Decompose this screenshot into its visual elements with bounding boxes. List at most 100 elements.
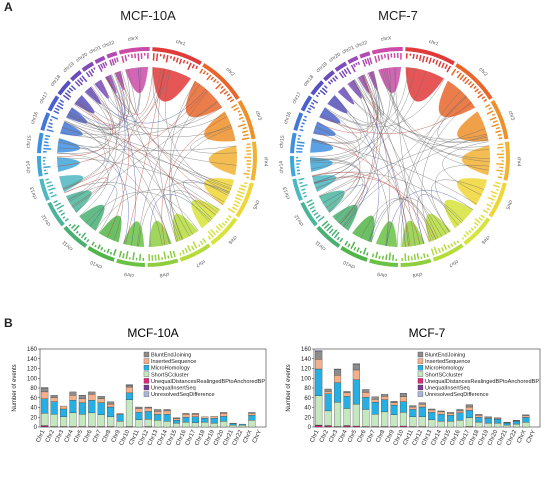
track-bar (45, 178, 49, 181)
intra-link (57, 137, 81, 153)
bar-segment (69, 400, 77, 414)
track-bar (435, 59, 439, 65)
track-bar (364, 58, 368, 65)
track-bar (366, 252, 369, 256)
bar-segment (522, 414, 530, 416)
intra-link (351, 215, 375, 243)
chromosome-label: chr21 (341, 45, 355, 56)
bar-segment (125, 399, 133, 427)
chromosome-label: chr8 (412, 271, 423, 278)
legend-label: MicroHomology (425, 366, 464, 372)
track-bar (215, 225, 222, 232)
track-bar (220, 85, 224, 89)
track-bar (378, 255, 381, 260)
inter-link (329, 73, 378, 124)
track-bar (165, 54, 169, 63)
track-bar (56, 204, 65, 210)
bar-chart-mcf7: MCF-7 0 20 40 60 80 100 120 140 160 Number of even… (286, 326, 541, 447)
bar-segment (88, 412, 96, 427)
track-bar (198, 244, 201, 247)
track-bar (495, 130, 501, 134)
chromosome-rim (310, 80, 325, 96)
x-tick-label: Chr8 (375, 429, 386, 444)
track-bar (225, 217, 230, 222)
intra-link (310, 137, 334, 153)
intra-link (57, 157, 80, 173)
intra-link (98, 215, 122, 243)
track-bar (496, 163, 504, 166)
track-bar (64, 218, 69, 222)
bar-segment (494, 422, 502, 428)
inter-link (157, 68, 177, 243)
bar-segment (220, 412, 228, 414)
track-bar (206, 74, 212, 81)
inter-link (64, 181, 171, 244)
track-bar (224, 220, 228, 224)
chromosome-rim (70, 70, 82, 82)
track-bar (467, 80, 473, 86)
track-bar (49, 118, 53, 122)
intra-link (456, 111, 489, 142)
bar-segment (437, 414, 445, 422)
inter-link (62, 121, 106, 190)
track-bar (423, 253, 426, 259)
inter-link (67, 114, 237, 166)
bar-segment (475, 417, 483, 423)
legend-label: UnequalDistancesRealingedBPtoAnchoredBP (151, 379, 265, 385)
track-bar (470, 227, 475, 232)
track-bar (54, 107, 60, 111)
track-bar (346, 67, 352, 75)
chromosome-label: chr7 (447, 258, 459, 268)
track-bar (332, 77, 337, 82)
inter-link (58, 139, 129, 245)
legend-swatch (417, 384, 424, 391)
track-bar (235, 193, 244, 198)
x-tick-label: ChrX (242, 429, 253, 444)
bar-segment (173, 422, 181, 428)
intra-link (152, 67, 192, 102)
track-bar (387, 53, 390, 60)
legend-label: UnequalDistancesRealingedBPtoAnchoredBP (425, 379, 539, 385)
chart-title: MCF-7 (409, 326, 446, 340)
inter-link (344, 71, 382, 229)
bar-segment (69, 395, 77, 401)
track-bar (231, 206, 238, 211)
inter-link (61, 69, 169, 136)
y-axis-label: Number of events (286, 364, 292, 411)
track-bar (162, 54, 166, 59)
track-bar (47, 125, 53, 129)
y-tick-label: 80 (304, 386, 311, 392)
bar-segment (465, 410, 473, 418)
bar-segment (447, 415, 455, 422)
inter-link (435, 164, 490, 226)
track-bar (468, 229, 472, 234)
track-bar (88, 70, 94, 77)
track-bar (483, 98, 488, 103)
legend-box (141, 351, 264, 400)
track-bar (122, 253, 125, 259)
track-bar (341, 70, 347, 78)
track-bar (321, 87, 328, 93)
y-tick-label: 160 (301, 347, 312, 353)
track-bar (125, 251, 129, 260)
track-bar (103, 249, 106, 253)
x-tick-label: ChrX (516, 429, 527, 444)
inter-link (170, 81, 196, 235)
inter-link (311, 139, 421, 245)
track-bar (199, 68, 204, 74)
bar-segment (135, 419, 143, 428)
chromosome-label: chr22 (102, 40, 116, 50)
track-bar (157, 254, 160, 261)
bar-segment (144, 406, 152, 409)
chromosome-rim (463, 217, 491, 246)
track-bar (350, 64, 356, 73)
track-bar (312, 99, 319, 104)
track-bar (221, 222, 226, 227)
bar-segment (456, 409, 464, 412)
track-bar (463, 233, 467, 238)
track-bar (163, 251, 167, 260)
track-bar (473, 221, 479, 227)
chromosome-rim (359, 51, 371, 59)
inter-link (314, 127, 389, 246)
track-bar (215, 229, 219, 234)
